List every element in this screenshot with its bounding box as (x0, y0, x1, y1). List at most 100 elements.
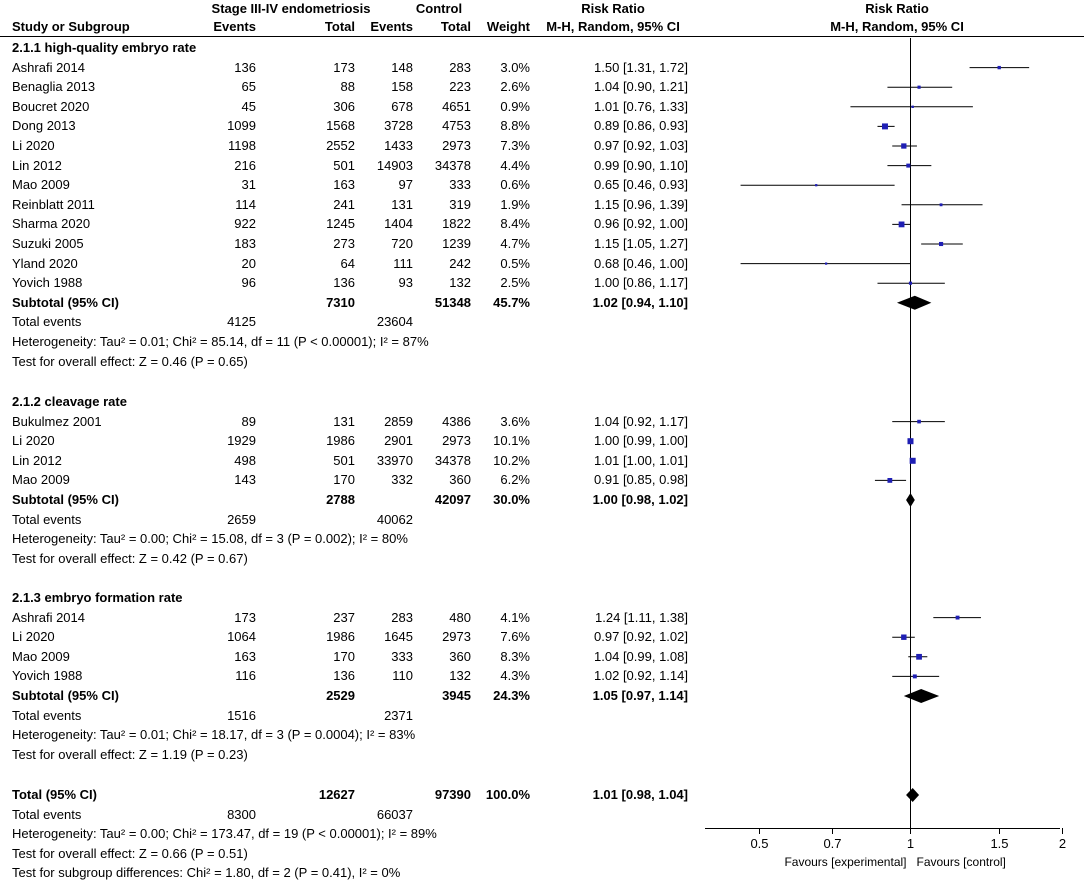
total1-header: Total (324, 19, 355, 34)
weight-cell: 3.6% (500, 413, 530, 429)
events1-cell: 65 (241, 79, 256, 95)
total1-cell: 2529 (326, 688, 355, 703)
total1-cell: 88 (340, 79, 355, 95)
events1-cell: 1099 (227, 118, 256, 134)
favours-right-label: Favours [control] (917, 855, 1006, 869)
point-estimate (939, 203, 943, 207)
weight-cell: 1.9% (500, 196, 530, 212)
rr-plot-header: Risk Ratio (865, 1, 929, 16)
total1-cell: 306 (333, 98, 355, 114)
x-tick-label: 0.5 (750, 836, 768, 851)
total1-cell: 173 (333, 59, 355, 75)
events2-cell: 14903 (376, 157, 413, 173)
subgroup-title: 2.1.3 embryo formation rate (12, 590, 183, 605)
events2-cell: 93 (398, 275, 413, 291)
total2-cell: 283 (449, 59, 471, 75)
point-estimate (882, 123, 888, 130)
overall-effect-text: Test for overall effect: Z = 0.46 (P = 0… (12, 353, 248, 369)
weight-cell: 3.0% (500, 59, 530, 75)
ci-cell: 0.89 [0.86, 0.93] (594, 118, 688, 134)
total2-cell: 360 (449, 648, 471, 664)
weight-cell: 0.9% (500, 98, 530, 114)
ci-cell: 1.15 [0.96, 1.39] (594, 196, 688, 212)
events2-cell: 2901 (384, 433, 413, 449)
total2-cell: 480 (449, 609, 471, 625)
ci-cell: 1.00 [0.86, 1.17] (594, 275, 688, 291)
total1-cell: 131 (333, 413, 355, 429)
events1-cell: 183 (234, 236, 256, 251)
total2-cell: 1239 (442, 236, 471, 251)
point-estimate (898, 221, 905, 228)
weight-cell: 8.8% (500, 118, 530, 134)
total2-cell: 4753 (442, 118, 471, 134)
total-label: Total (95% CI) (12, 787, 97, 802)
weight-cell: 4.3% (500, 668, 530, 684)
study-name: Li 2020 (12, 433, 55, 449)
total2-cell: 132 (449, 275, 471, 291)
study-name: Mao 2009 (12, 472, 70, 488)
events1-cell: 163 (234, 648, 256, 664)
x-tick-label: 0.7 (823, 836, 841, 851)
events2-cell: 283 (391, 609, 413, 625)
weight-cell: 8.4% (500, 216, 530, 232)
events2-cell: 110 (392, 668, 413, 684)
total2-cell: 51348 (434, 294, 471, 310)
weight-cell: 4.7% (500, 236, 530, 251)
point-estimate (901, 143, 907, 149)
point-estimate (912, 674, 917, 679)
total2-cell: 319 (449, 196, 471, 212)
events1-cell: 173 (234, 609, 256, 625)
study-name: Suzuki 2005 (12, 236, 84, 251)
events2-cell: 720 (391, 236, 413, 251)
point-estimate (815, 184, 818, 187)
total1-cell: 170 (333, 472, 355, 488)
ci-cell: 1.04 [0.90, 1.21] (594, 79, 688, 95)
events2-cell: 2859 (384, 413, 413, 429)
total2-cell: 42097 (434, 492, 471, 507)
events2-cell: 131 (391, 196, 413, 212)
events2-cell: 111 (393, 255, 413, 271)
weight-cell: 4.4% (500, 157, 530, 173)
total1-cell: 7310 (326, 294, 355, 310)
total2-cell: 34378 (434, 452, 471, 468)
total1-cell: 241 (333, 196, 355, 212)
events2-cell: 148 (391, 59, 413, 75)
x-tick-label: 1.5 (990, 836, 1008, 851)
events1-cell: 96 (241, 275, 256, 291)
events2-cell: 158 (391, 79, 413, 95)
heterogeneity-text: Heterogeneity: Tau² = 0.00; Chi² = 173.4… (12, 826, 437, 841)
point-estimate (955, 615, 960, 620)
study-name: Reinblatt 2011 (12, 196, 95, 212)
point-estimate (824, 262, 828, 265)
study-name: Yland 2020 (12, 255, 78, 271)
events1-cell: 1064 (227, 629, 256, 645)
point-estimate (939, 241, 944, 247)
ci-cell: 1.04 [0.99, 1.08] (594, 648, 688, 664)
subtotal-label: Subtotal (95% CI) (12, 294, 119, 310)
weight-cell: 6.2% (500, 472, 530, 488)
ci-cell: 1.00 [0.98, 1.02] (592, 492, 688, 507)
total2-cell: 97390 (434, 787, 471, 802)
events1-cell: 1929 (227, 433, 256, 449)
point-estimate (909, 457, 916, 464)
total1-cell: 136 (333, 275, 355, 291)
ci-cell: 0.65 [0.46, 0.93] (594, 177, 688, 193)
events2-cell: 33970 (376, 452, 413, 468)
pooled-diamond (903, 689, 940, 703)
study-name: Sharma 2020 (12, 216, 91, 232)
weight-cell: 8.3% (500, 648, 530, 664)
weight-cell: 24.3% (493, 688, 530, 703)
ci-cell: 0.91 [0.85, 0.98] (594, 472, 688, 488)
study-name: Li 2020 (12, 629, 55, 645)
events2-cell: 678 (391, 98, 413, 114)
group1-header: Stage III-IV endometriosis (211, 1, 371, 16)
pooled-diamond (906, 493, 915, 507)
events1-cell: 45 (241, 98, 256, 114)
events2-cell: 3728 (384, 118, 413, 134)
subgroup-test-text: Test for subgroup differences: Chi² = 1.… (12, 865, 401, 880)
study-name: Bukulmez 2001 (12, 413, 102, 429)
point-estimate (911, 105, 914, 109)
total-events-label: Total events (12, 807, 82, 822)
weight-cell: 10.2% (493, 452, 530, 468)
